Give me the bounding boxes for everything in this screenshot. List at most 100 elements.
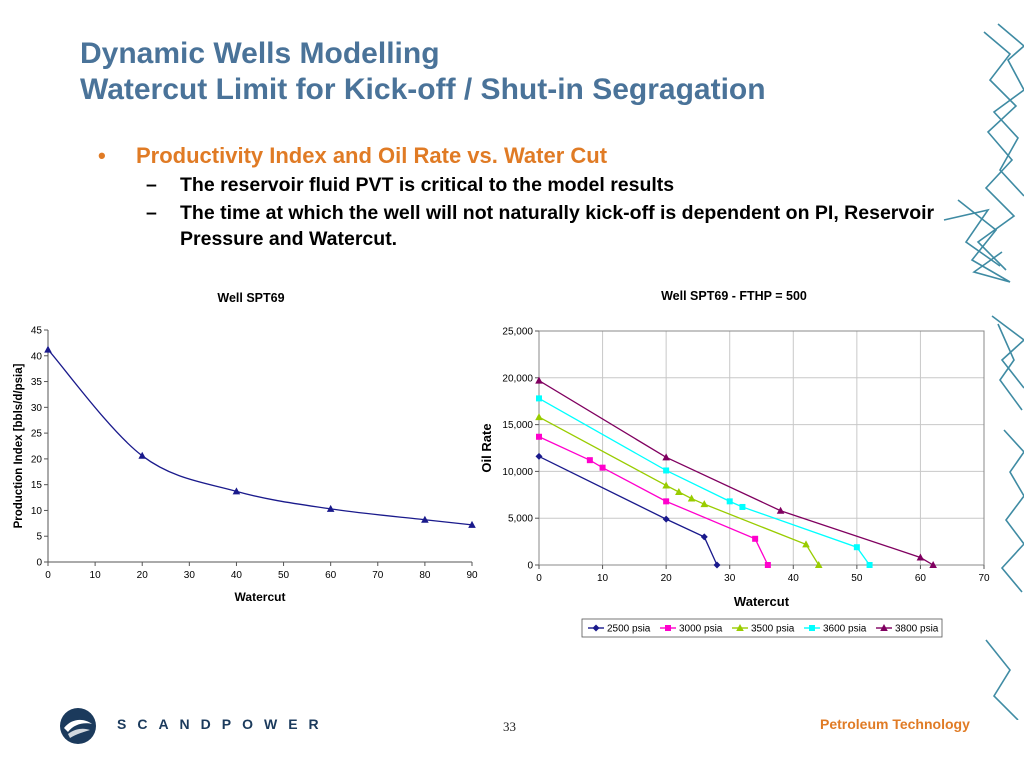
series-3000-psia xyxy=(536,433,771,568)
x-tick-label: 60 xyxy=(915,573,927,584)
data-point xyxy=(663,498,670,505)
decorative-lines xyxy=(943,23,1024,720)
y-tick-label: 15,000 xyxy=(502,420,533,431)
data-point xyxy=(662,453,670,461)
scandpower-logo-icon xyxy=(60,708,96,744)
bullet-item: • Productivity Index and Oil Rate vs. Wa… xyxy=(98,142,938,170)
legend-label: 3800 psia xyxy=(895,624,939,635)
y-tick-label: 5,000 xyxy=(508,514,533,525)
title-line-2: Watercut Limit for Kick-off / Shut-in Se… xyxy=(80,73,766,106)
y-tick-label: 30 xyxy=(31,403,43,414)
x-tick-label: 40 xyxy=(788,573,800,584)
series-line xyxy=(538,380,934,566)
x-tick-label: 50 xyxy=(278,570,290,581)
legend-label: 3000 psia xyxy=(679,624,723,635)
legend-label: 3600 psia xyxy=(823,624,867,635)
legend-label: 2500 psia xyxy=(607,624,651,635)
y-axis-label: Production Index [bbls/d/psia] xyxy=(13,363,25,528)
dash-symbol: – xyxy=(146,174,157,196)
legend: 2500 psia 3000 psia 3500 psia 3600 psia 3800… xyxy=(581,618,943,638)
y-tick-label: 35 xyxy=(31,377,43,388)
bullet-symbol: • xyxy=(98,143,106,168)
data-point xyxy=(421,515,429,523)
data-point xyxy=(736,624,744,631)
y-tick-label: 25 xyxy=(31,429,43,440)
x-tick-label: 30 xyxy=(724,573,736,584)
x-tick-label: 50 xyxy=(851,573,863,584)
series-3600-psia xyxy=(536,395,873,568)
data-point xyxy=(700,500,709,508)
data-point xyxy=(468,520,476,528)
y-tick-label: 5 xyxy=(36,532,42,543)
series-3500-psia xyxy=(535,413,823,568)
data-point xyxy=(44,345,52,353)
x-tick-label: 40 xyxy=(231,570,243,581)
y-tick-label: 0 xyxy=(36,558,42,569)
data-point xyxy=(880,624,888,631)
data-point xyxy=(599,464,606,471)
y-tick-label: 20,000 xyxy=(502,373,533,384)
x-tick-label: 30 xyxy=(184,570,196,581)
sub-bullet-text: The time at which the well will not natu… xyxy=(180,202,935,250)
sub-bullet-item: – The time at which the well will not na… xyxy=(98,200,938,252)
data-point xyxy=(916,553,925,561)
data-point xyxy=(809,625,815,631)
plot-frame xyxy=(538,330,985,566)
data-point xyxy=(776,506,785,514)
x-tick-label: 60 xyxy=(325,570,337,581)
data-point xyxy=(536,395,542,402)
legend-label: 3500 psia xyxy=(751,624,795,635)
data-point xyxy=(814,561,823,568)
data-point xyxy=(535,452,543,460)
data-point xyxy=(675,487,683,495)
series-3800-psia xyxy=(535,376,937,568)
tagline: Petroleum Technology xyxy=(820,716,970,732)
bullet-text: Productivity Index and Oil Rate vs. Wate… xyxy=(136,143,608,168)
x-tick-label: 70 xyxy=(372,570,384,581)
y-tick-label: 45 xyxy=(31,326,43,337)
data-point xyxy=(726,498,733,505)
title-line-1: Dynamic Wells Modelling xyxy=(80,37,440,70)
data-point xyxy=(592,624,600,632)
chart-title: Well SPT69 xyxy=(217,291,284,305)
brand-name: SCANDPOWER xyxy=(117,716,330,732)
chart-title: Well SPT69 - FTHP = 500 xyxy=(661,289,807,303)
series-2500-psia xyxy=(535,452,721,569)
y-tick-label: 10,000 xyxy=(502,467,533,478)
data-point xyxy=(687,494,696,502)
x-tick-label: 20 xyxy=(137,570,149,581)
series-line xyxy=(538,436,769,566)
data-point xyxy=(853,544,860,551)
data-point xyxy=(535,376,543,384)
data-point xyxy=(700,533,708,541)
data-point xyxy=(739,503,746,510)
sub-bullet-item: – The reservoir fluid PVT is critical to… xyxy=(98,172,938,198)
y-tick-label: 15 xyxy=(31,480,43,491)
y-tick-label: 20 xyxy=(31,454,43,465)
data-point xyxy=(663,467,670,474)
data-point xyxy=(929,561,937,568)
data-point xyxy=(764,562,771,568)
data-point xyxy=(535,413,543,421)
slide-title: Dynamic Wells Modelling Watercut Limit f… xyxy=(80,36,766,108)
x-axis-label: Watercut xyxy=(235,590,286,604)
series-main xyxy=(44,345,476,528)
y-tick-label: 25,000 xyxy=(502,327,533,338)
series-line xyxy=(538,455,718,566)
pi-vs-watercut-chart: Well SPT69 0 5 10 15 20 25 30 35 40 45 0 10 20 30 40 50 6… xyxy=(13,291,478,604)
x-tick-label: 70 xyxy=(978,573,990,584)
data-point xyxy=(665,625,671,631)
data-point xyxy=(866,562,873,568)
x-tick-label: 10 xyxy=(90,570,102,581)
y-tick-label: 10 xyxy=(31,506,43,517)
series-line xyxy=(47,349,473,526)
x-tick-label: 0 xyxy=(536,573,542,584)
data-point xyxy=(586,457,593,464)
x-tick-label: 10 xyxy=(597,573,609,584)
data-point xyxy=(802,540,810,548)
bullet-list: • Productivity Index and Oil Rate vs. Wa… xyxy=(98,142,938,252)
data-point xyxy=(752,535,759,542)
legend-box xyxy=(581,618,943,638)
page-number: 33 xyxy=(503,719,516,734)
data-point xyxy=(662,515,670,523)
